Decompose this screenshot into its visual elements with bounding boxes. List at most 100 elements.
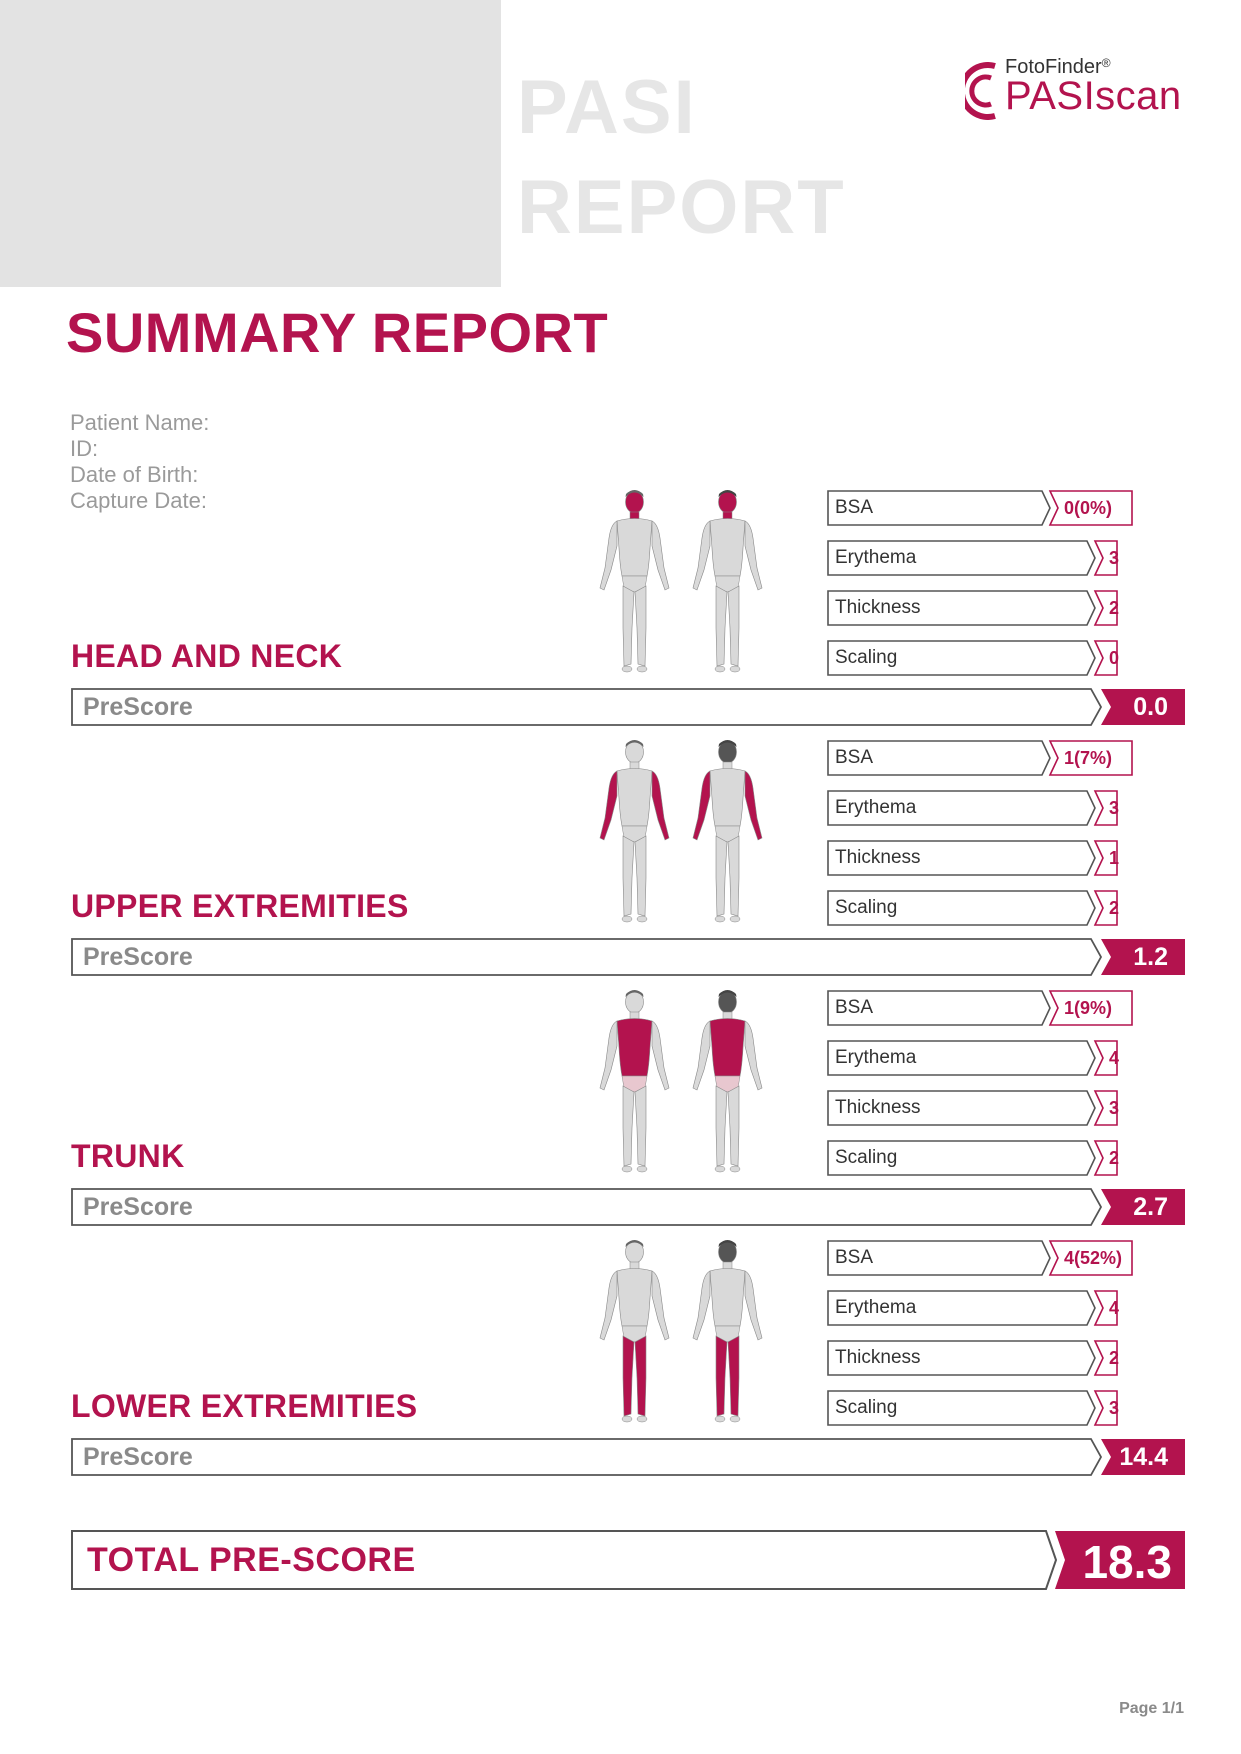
metric-value: 0	[1109, 648, 1120, 668]
metric-value: 2	[1109, 598, 1120, 618]
prescore-label: PreScore	[83, 943, 193, 971]
logo-mark-icon	[965, 62, 996, 120]
metric-value: 3	[1109, 1098, 1120, 1118]
metric-label: Scaling	[835, 1147, 898, 1168]
metric-label: Erythema	[835, 797, 917, 818]
metric-frame	[827, 590, 1118, 626]
prescore-frame	[71, 1188, 1185, 1226]
prescore-label: PreScore	[83, 1193, 193, 1221]
metric-label: Thickness	[835, 847, 921, 868]
metric-value: 3	[1109, 798, 1120, 818]
metric-frame	[827, 790, 1118, 826]
metric-thickness: Thickness 2	[827, 590, 1147, 626]
total-pre-score-label: TOTAL PRE-SCORE	[87, 1541, 416, 1579]
metric-thickness: Thickness 2	[827, 1340, 1147, 1376]
report-title-line1: PASI	[517, 65, 697, 150]
metric-thickness: Thickness 1	[827, 840, 1147, 876]
metric-erythema: Erythema 4	[827, 1290, 1147, 1326]
metric-value: 1	[1109, 848, 1120, 868]
body-figure-front	[587, 1238, 682, 1428]
report-title-line2: REPORT	[517, 165, 846, 250]
metric-value: 3	[1109, 1398, 1120, 1418]
metric-label: BSA	[835, 1247, 874, 1268]
body-figure-front	[587, 988, 682, 1178]
metric-value: 4(52%)	[1064, 1248, 1123, 1268]
region-section: BSA 4(52%) Erythema 4 Thickness 2 Scaling 3 L…	[0, 1238, 1241, 1488]
patient-name-label: Patient Name:	[70, 410, 210, 435]
total-pre-score-frame	[71, 1530, 1185, 1590]
region-section: BSA 1(7%) Erythema 3 Thickness 1 Scaling 2 UP…	[0, 738, 1241, 988]
capture-date-label: Capture Date:	[70, 488, 207, 513]
region-section: BSA 0(0%) Erythema 3 Thickness 2 Scaling 0 HE…	[0, 488, 1241, 738]
region-title: LOWER EXTREMITIES	[71, 1388, 418, 1424]
metric-erythema: Erythema 3	[827, 540, 1147, 576]
metric-label: Thickness	[835, 1347, 921, 1368]
metric-label: Scaling	[835, 897, 898, 918]
summary-report-title: SUMMARY REPORT	[66, 301, 609, 364]
patient-dob-label: Date of Birth:	[70, 462, 199, 487]
metric-frame	[827, 1140, 1118, 1176]
metric-value: 4	[1109, 1298, 1120, 1318]
metric-label: Thickness	[835, 597, 921, 618]
metric-frame	[827, 1340, 1118, 1376]
prescore-bar: PreScore 1.2	[71, 938, 1186, 976]
metric-frame	[827, 1290, 1118, 1326]
metric-value: 2	[1109, 1348, 1120, 1368]
metric-scaling: Scaling 2	[827, 890, 1147, 926]
metric-value: 2	[1109, 1148, 1120, 1168]
total-pre-score: TOTAL PRE-SCORE 18.3	[71, 1530, 1186, 1590]
metric-label: BSA	[835, 747, 874, 768]
body-figure-front	[587, 488, 682, 678]
metric-frame	[827, 840, 1118, 876]
metric-frame	[827, 1390, 1118, 1426]
metric-bsa: BSA 4(52%)	[827, 1240, 1147, 1276]
metric-frame	[827, 490, 1133, 526]
metric-label: BSA	[835, 497, 874, 518]
metric-value: 3	[1109, 548, 1120, 568]
metric-value: 0(0%)	[1064, 498, 1113, 518]
metric-erythema: Erythema 4	[827, 1040, 1147, 1076]
prescore-value: 0.0	[1133, 693, 1168, 721]
fotofinder-pasiscan-logo: FotoFinder® PASIscan	[965, 56, 1182, 126]
metric-erythema: Erythema 3	[827, 790, 1147, 826]
body-figure-back	[680, 1238, 775, 1428]
metric-bsa: BSA 0(0%)	[827, 490, 1147, 526]
metric-label: Erythema	[835, 1047, 917, 1068]
metric-scaling: Scaling 2	[827, 1140, 1147, 1176]
prescore-bar: PreScore 2.7	[71, 1188, 1186, 1226]
logo-brand-main: PASIscan	[1005, 74, 1182, 118]
metric-frame	[827, 890, 1118, 926]
metric-scaling: Scaling 0	[827, 640, 1147, 676]
header-gray-block	[0, 0, 501, 287]
region-title: TRUNK	[71, 1138, 185, 1174]
prescore-frame	[71, 1438, 1185, 1476]
metric-label: Scaling	[835, 647, 898, 668]
metric-frame	[827, 740, 1133, 776]
prescore-value: 1.2	[1133, 943, 1168, 971]
metric-label: Scaling	[835, 1397, 898, 1418]
body-figure-back	[680, 738, 775, 928]
region-title: HEAD AND NECK	[71, 638, 343, 674]
metric-label: Erythema	[835, 1297, 917, 1318]
body-figure-front	[587, 738, 682, 928]
metric-frame	[827, 1090, 1118, 1126]
patient-id-label: ID:	[70, 436, 99, 461]
metric-frame	[827, 1040, 1118, 1076]
region-section: BSA 1(9%) Erythema 4 Thickness 3 Scaling 2 TR…	[0, 988, 1241, 1238]
prescore-bar: PreScore 14.4	[71, 1438, 1186, 1476]
metric-scaling: Scaling 3	[827, 1390, 1147, 1426]
metric-frame	[827, 640, 1118, 676]
metric-frame	[827, 1240, 1133, 1276]
prescore-frame	[71, 688, 1185, 726]
body-figure-back	[680, 488, 775, 678]
metric-label: BSA	[835, 997, 874, 1018]
body-figure-back	[680, 988, 775, 1178]
prescore-label: PreScore	[83, 693, 193, 721]
prescore-label: PreScore	[83, 1443, 193, 1471]
metric-value: 2	[1109, 898, 1120, 918]
metric-value: 1(7%)	[1064, 748, 1113, 768]
metric-value: 1(9%)	[1064, 998, 1113, 1018]
total-pre-score-value: 18.3	[1082, 1536, 1172, 1588]
metric-bsa: BSA 1(7%)	[827, 740, 1147, 776]
metric-frame	[827, 990, 1133, 1026]
